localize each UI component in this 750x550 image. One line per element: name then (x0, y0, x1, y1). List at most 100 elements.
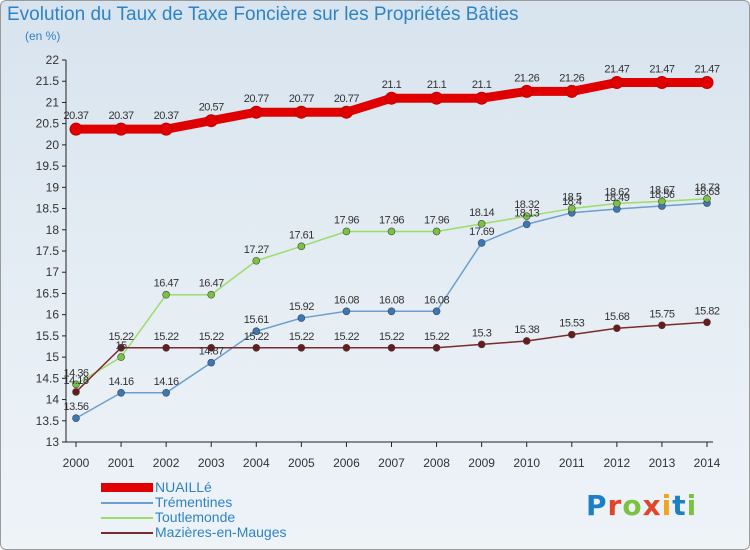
logo-letter: x (642, 489, 662, 522)
data-point (522, 337, 531, 345)
x-tick-label: 2009 (468, 456, 495, 470)
logo-letter: t (672, 489, 687, 522)
data-label: 17.96 (334, 214, 359, 226)
data-point (703, 194, 711, 203)
y-tick-label: 17.5 (36, 244, 60, 258)
data-label: 16.47 (199, 278, 224, 290)
data-label: 13.56 (63, 401, 88, 413)
y-tick-label: 17 (46, 265, 60, 279)
data-label: 15.22 (154, 331, 179, 343)
data-point (342, 307, 351, 316)
data-point (477, 220, 486, 228)
y-tick-label: 22 (46, 53, 60, 67)
data-point (72, 388, 80, 396)
data-point (700, 75, 714, 89)
data-point (297, 314, 306, 322)
data-point (252, 327, 261, 336)
data-point (114, 122, 128, 136)
data-label: 18.4 (562, 196, 582, 208)
data-point (613, 199, 621, 208)
logo-letter: P (586, 489, 608, 522)
x-tick-label: 2000 (63, 456, 90, 470)
x-tick-label: 2014 (694, 456, 721, 470)
legend-label: NUAILLé (155, 479, 212, 495)
data-point (342, 343, 351, 352)
data-label: 18.14 (469, 207, 494, 219)
data-point (252, 343, 261, 352)
data-label: 18.56 (649, 189, 674, 201)
logo-letter: i (661, 489, 673, 522)
data-point (430, 91, 444, 105)
data-label: 20.57 (199, 102, 224, 114)
data-point (342, 227, 351, 236)
data-label: 20.77 (289, 93, 314, 105)
data-point (432, 227, 441, 236)
y-tick-label: 20.5 (36, 117, 60, 131)
data-label: 17.96 (424, 214, 449, 226)
data-point (162, 290, 170, 299)
y-tick-label: 21.5 (36, 74, 60, 88)
y-tick-label: 16 (46, 308, 60, 322)
data-point (159, 122, 173, 136)
data-point (520, 84, 534, 98)
y-tick-label: 15 (46, 350, 60, 364)
y-tick-label: 18 (46, 223, 60, 237)
data-point (610, 75, 624, 89)
data-label: 15.22 (334, 331, 359, 343)
x-tick-label: 2011 (559, 456, 585, 470)
data-point (655, 75, 669, 89)
x-tick-label: 2001 (108, 456, 135, 470)
data-label: 18.32 (514, 199, 539, 211)
data-label: 18.62 (604, 186, 629, 198)
data-label: 14.87 (199, 346, 224, 358)
data-label: 15.22 (244, 331, 269, 343)
x-tick-label: 2007 (378, 456, 405, 470)
data-point (294, 105, 308, 119)
y-tick-label: 16.5 (36, 286, 60, 300)
data-label: 17.61 (289, 229, 314, 241)
data-label: 15.22 (289, 331, 314, 343)
logo-letter: i (686, 489, 698, 522)
data-label: 21.1 (472, 79, 492, 91)
legend-swatch (101, 501, 153, 504)
x-tick-label: 2006 (333, 456, 360, 470)
data-point (387, 227, 396, 236)
x-tick-label: 2012 (604, 456, 631, 470)
data-label: 16.47 (154, 278, 179, 290)
data-point (432, 343, 441, 352)
legend-swatch (101, 516, 153, 519)
y-tick-label: 19.5 (36, 159, 60, 173)
data-label: 21.1 (427, 79, 447, 91)
data-label: 18.63 (694, 186, 719, 198)
data-label: 15.22 (379, 331, 404, 343)
legend-swatch (101, 483, 153, 492)
chart-title: Evolution du Taux de Taxe Foncière sur l… (7, 4, 519, 25)
data-point (117, 353, 125, 361)
data-label: 15.38 (514, 324, 539, 336)
data-label: 15.82 (694, 305, 719, 317)
y-tick-label: 19 (46, 180, 60, 194)
x-tick-label: 2008 (423, 456, 450, 470)
y-tick-label: 13 (46, 435, 60, 449)
data-label: 16.08 (424, 294, 449, 306)
data-point (658, 197, 666, 206)
data-label: 16.08 (334, 294, 359, 306)
data-point (69, 122, 83, 136)
data-point (72, 414, 80, 423)
data-label: 21.47 (694, 63, 719, 75)
data-point (72, 380, 80, 389)
data-point (703, 318, 711, 327)
data-label: 14.36 (63, 367, 88, 379)
data-point (387, 343, 396, 352)
data-point (477, 239, 486, 247)
y-tick-label: 13.5 (36, 414, 60, 428)
data-label: 15.22 (424, 331, 449, 343)
data-point (475, 91, 489, 105)
data-label: 15.92 (289, 301, 314, 313)
data-point (432, 307, 441, 316)
data-label: 14.18 (63, 375, 88, 387)
data-label: 15.53 (559, 318, 584, 330)
logo-letter: r (607, 489, 623, 522)
